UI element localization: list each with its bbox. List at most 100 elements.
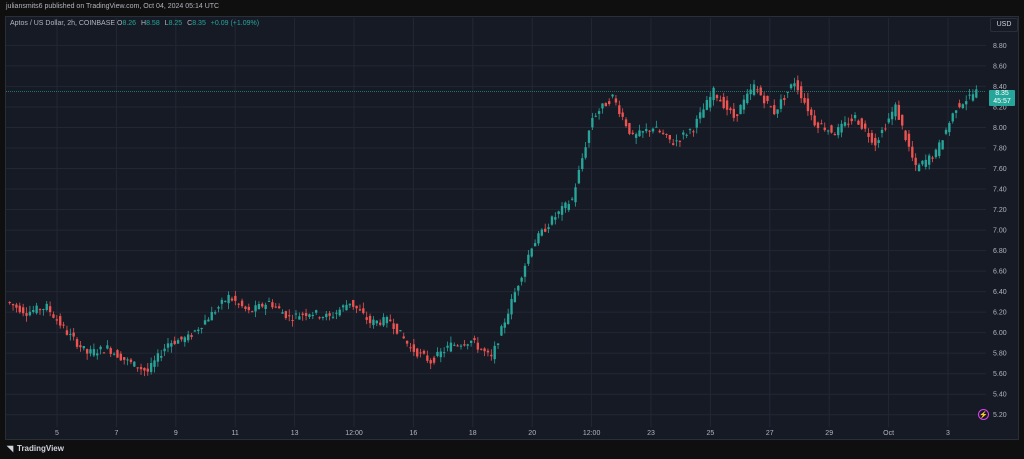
- candle-body: [416, 348, 419, 357]
- candle-body: [311, 314, 314, 316]
- candle-body: [756, 89, 759, 91]
- candle-body: [490, 354, 493, 357]
- candle-body: [850, 118, 853, 122]
- close-value: 8.35: [192, 20, 206, 27]
- x-tick-label: 12:00: [583, 430, 601, 437]
- candle-body: [517, 285, 520, 291]
- candle-body: [341, 305, 345, 308]
- x-tick-label: 27: [766, 430, 774, 437]
- candle-body: [651, 128, 655, 132]
- candle-body: [870, 132, 874, 143]
- candle-body: [779, 99, 783, 109]
- candle-body: [129, 359, 133, 362]
- candle-body: [378, 322, 382, 325]
- candle-body: [614, 98, 618, 103]
- candle-body: [321, 316, 325, 318]
- candle-body: [277, 306, 281, 309]
- candle-body: [264, 304, 267, 309]
- candle-body: [682, 132, 685, 135]
- candle-body: [830, 125, 833, 133]
- candle-body: [672, 143, 675, 145]
- candle-body: [429, 360, 432, 364]
- candle-body: [944, 129, 948, 134]
- candle-body: [432, 357, 436, 363]
- candle-body: [591, 117, 594, 128]
- x-tick-label: 16: [410, 430, 418, 437]
- candle-body: [291, 320, 294, 322]
- candle-body: [126, 359, 129, 361]
- candle-body: [331, 316, 335, 318]
- candle-body: [971, 94, 975, 101]
- candle-body: [146, 368, 149, 372]
- x-tick-label: 5: [55, 430, 59, 437]
- candle-body: [325, 313, 328, 318]
- y-tick-label: 6.40: [993, 289, 1007, 296]
- low-value: 8.25: [168, 20, 183, 27]
- candle-body: [382, 317, 385, 326]
- candle-body: [281, 312, 284, 314]
- candle-body: [520, 277, 523, 282]
- candle-body: [62, 324, 65, 326]
- candle-body: [547, 227, 550, 230]
- candle-body: [466, 344, 469, 346]
- tradingview-logo[interactable]: ◥ TradingView: [7, 444, 64, 453]
- candle-body: [894, 104, 897, 117]
- candle-body: [203, 320, 207, 325]
- candle-body: [506, 313, 510, 325]
- candle-body: [739, 104, 742, 115]
- candle-body: [38, 309, 42, 311]
- candle-body: [170, 343, 173, 347]
- candle-body: [409, 347, 412, 349]
- candle-body: [705, 100, 709, 110]
- candle-body: [874, 137, 877, 146]
- candle-body: [288, 315, 291, 317]
- candle-body: [857, 120, 860, 125]
- candle-body: [143, 367, 146, 371]
- symbol-title: Aptos / US Dollar, 2h, COINBASE: [10, 20, 116, 27]
- candle-body: [634, 134, 638, 138]
- candle-body: [810, 109, 813, 116]
- candle-body: [59, 316, 62, 326]
- candle-body: [473, 338, 476, 341]
- candle-body: [725, 100, 729, 110]
- candle-body: [436, 351, 439, 356]
- candle-body: [776, 109, 779, 114]
- currency-button[interactable]: USD: [990, 18, 1018, 32]
- candle-body: [136, 367, 139, 369]
- candle-body: [601, 103, 604, 109]
- candle-body: [736, 114, 739, 116]
- y-tick-label: 7.80: [993, 145, 1007, 152]
- candle-body: [685, 134, 688, 136]
- open-value: 8.26: [122, 20, 137, 27]
- candle-body: [362, 308, 365, 314]
- candle-body: [678, 140, 682, 142]
- candle-body: [79, 345, 82, 348]
- candle-body: [267, 300, 271, 302]
- candle-body: [119, 353, 123, 361]
- candle-body: [426, 355, 429, 361]
- candle-body: [715, 95, 719, 99]
- candle-body: [92, 349, 96, 356]
- candle-body: [385, 317, 389, 324]
- candle-body: [392, 323, 395, 329]
- close-label: C: [187, 20, 193, 27]
- candle-body: [688, 129, 692, 131]
- candle-body: [358, 309, 362, 311]
- candle-body: [661, 132, 665, 134]
- flash-icon[interactable]: ⚡: [978, 409, 989, 420]
- candle-body: [139, 367, 143, 370]
- candle-body: [109, 348, 112, 354]
- candle-body: [887, 118, 890, 123]
- candle-body: [793, 83, 796, 87]
- x-tick-label: 9: [174, 430, 178, 437]
- candle-body: [786, 91, 789, 93]
- candle-body: [224, 300, 227, 302]
- candle-body: [442, 352, 446, 354]
- candle-body: [257, 304, 261, 310]
- symbol-legend: Aptos / US Dollar, 2h, COINBASE O8.26 H8…: [10, 20, 262, 27]
- candle-body: [55, 319, 59, 321]
- footer: [0, 440, 1024, 459]
- candle-body: [274, 306, 277, 308]
- candle-body: [796, 80, 799, 91]
